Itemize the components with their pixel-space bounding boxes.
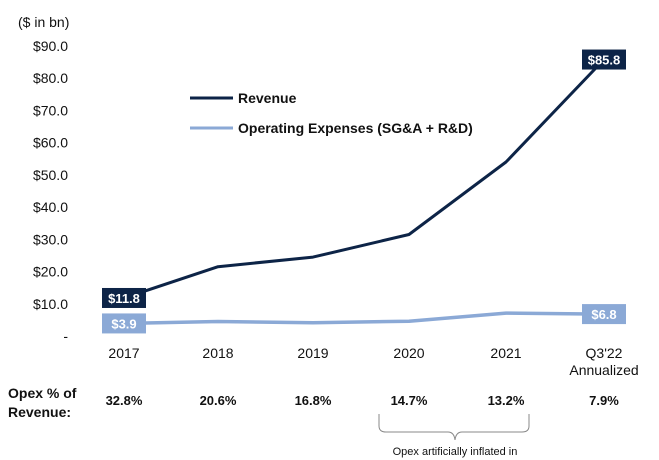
data-label: $3.9 (111, 316, 136, 331)
data-label-box (582, 49, 626, 70)
opex-header-line1: Opex % of (8, 385, 77, 401)
opex-percent-value: 20.6% (200, 393, 237, 408)
opex-percent-value: 32.8% (106, 393, 143, 408)
x-tick-label: 2021 (490, 345, 521, 361)
x-tick-label: 2018 (202, 345, 233, 361)
legend-label-revenue: Revenue (238, 90, 297, 106)
x-tick-label: 2017 (108, 345, 139, 361)
opex-percent-row: 32.8% 20.6% 16.8% 14.7% 13.2% 7.9% (106, 393, 620, 408)
y-tick-label: $10.0 (33, 296, 68, 312)
x-tick-label: 2020 (393, 345, 424, 361)
data-label: $6.8 (591, 307, 616, 322)
data-labels: $11.8 $85.8 $3.9 $6.8 (102, 49, 626, 334)
y-tick-label: $90.0 (33, 38, 68, 54)
unit-label: ($ in bn) (18, 14, 69, 30)
data-label: $85.8 (588, 53, 621, 68)
opex-header-line2: Revenue: (8, 404, 71, 420)
x-tick-label: 2019 (297, 345, 328, 361)
y-tick-label: $30.0 (33, 231, 68, 247)
opex-percent-value: 16.8% (295, 393, 332, 408)
y-tick-label: - (63, 328, 68, 344)
annotation-bracket (378, 414, 530, 441)
data-label-box (102, 313, 146, 334)
y-axis: - $10.0 $20.0 $30.0 $40.0 $50.0 $60.0 $70.0 $80.… (33, 38, 68, 344)
y-tick-label: $50.0 (33, 167, 68, 183)
y-tick-label: $60.0 (33, 135, 68, 151)
x-tick-label: Q3'22 (586, 345, 623, 361)
series-line-revenue (123, 58, 606, 300)
y-tick-label: $20.0 (33, 264, 68, 280)
data-label: $11.8 (108, 291, 140, 306)
data-label-box (582, 304, 626, 325)
y-tick-label: $70.0 (33, 102, 68, 118)
opex-percent-value: 13.2% (488, 393, 525, 408)
legend-label-opex: Operating Expenses (SG&A + R&D) (238, 120, 473, 136)
annotation-text: Opex artificially inflated in (393, 446, 518, 458)
data-label-box (102, 287, 146, 308)
legend: Revenue Operating Expenses (SG&A + R&D) (190, 90, 473, 136)
x-tick-label-line2: Annualized (569, 362, 638, 378)
opex-percent-value: 7.9% (589, 393, 619, 408)
opex-percent-value: 14.7% (391, 393, 428, 408)
y-tick-label: $40.0 (33, 199, 68, 215)
series-line-opex (123, 311, 605, 326)
y-tick-label: $80.0 (33, 70, 68, 86)
